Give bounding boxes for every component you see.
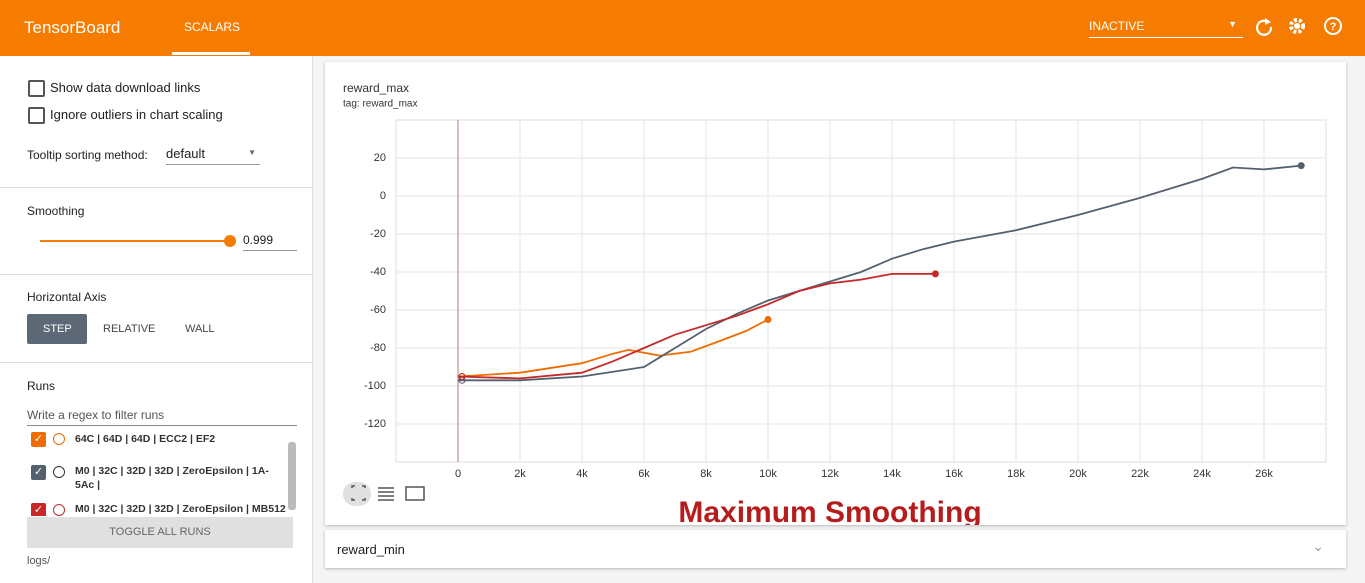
run-checkbox[interactable]: ✓ bbox=[31, 432, 46, 447]
slider-knob[interactable] bbox=[223, 235, 236, 247]
x-tick-label: 0 bbox=[455, 468, 461, 480]
status-select[interactable]: INACTIVE ▼ bbox=[1089, 19, 1243, 38]
run-color-icon bbox=[53, 466, 65, 478]
y-tick-label: 0 bbox=[380, 190, 386, 202]
series-line bbox=[457, 318, 769, 378]
option-label: Show data download links bbox=[50, 80, 201, 95]
axis-label: Horizontal Axis bbox=[27, 290, 107, 304]
card-title: reward_min bbox=[337, 542, 405, 557]
run-row[interactable]: ✓ M0 | 32C | 32D | 32D | ZeroEpsilon | 1A… bbox=[0, 460, 300, 498]
x-tick-label: 24k bbox=[1193, 468, 1211, 480]
series-start bbox=[458, 373, 466, 380]
chart-card: reward_max tag: reward_max Maximum Smoot… bbox=[325, 62, 1346, 529]
series-line bbox=[458, 164, 1302, 382]
settings-icon[interactable] bbox=[1289, 18, 1305, 34]
y-tick-label: -40 bbox=[370, 266, 386, 278]
fit-button[interactable] bbox=[343, 482, 371, 506]
axis-option[interactable]: RELATIVE bbox=[103, 323, 156, 335]
top-bar: TensorBoard SCALARS INACTIVE ▼ ? bbox=[0, 0, 1365, 56]
sidebar: Show data download links Ignore outliers… bbox=[0, 56, 313, 583]
x-tick-label: 16k bbox=[945, 468, 963, 480]
run-name: 64C | 64D | 64D | ECC2 | EF2 bbox=[75, 433, 216, 445]
runs-label: Runs bbox=[27, 379, 56, 393]
filter-placeholder: Write a regex to filter runs bbox=[27, 408, 165, 422]
y-tick-label: -80 bbox=[370, 342, 386, 354]
run-name: M0 | 32C | 32D | 32D | ZeroEpsilon | MB5… bbox=[75, 503, 286, 515]
reload-icon[interactable] bbox=[1255, 19, 1273, 36]
series-line bbox=[457, 273, 936, 380]
app-title: TensorBoard bbox=[24, 18, 121, 37]
tab[interactable]: SCALARS bbox=[184, 20, 241, 34]
y-tick-label: 20 bbox=[374, 152, 386, 164]
x-tick-label: 26k bbox=[1255, 468, 1273, 480]
x-tick-label: 6k bbox=[638, 468, 650, 480]
smoothing-input[interactable]: 0.999 bbox=[243, 233, 297, 251]
fit-icon bbox=[351, 485, 366, 501]
x-tick-label: 18k bbox=[1007, 468, 1025, 480]
x-tick-label: 22k bbox=[1131, 468, 1149, 480]
checkbox[interactable] bbox=[28, 107, 45, 124]
x-tick-label: 2k bbox=[514, 468, 526, 480]
smoothing-slider[interactable] bbox=[40, 235, 236, 247]
expand-chevron: ⌄ bbox=[1312, 538, 1324, 554]
x-tick-label: 10k bbox=[759, 468, 777, 480]
tab-indicator bbox=[172, 52, 250, 55]
run-checkbox[interactable]: ✓ bbox=[31, 503, 46, 516]
x-tick-label: 14k bbox=[883, 468, 901, 480]
run-row[interactable]: ✓ M0 | 32C | 32D | 32D | ZeroEpsilon | MB… bbox=[0, 498, 300, 516]
help-mark: ? bbox=[1330, 21, 1337, 33]
y-tick-label: -60 bbox=[370, 304, 386, 316]
tooltip-value: default bbox=[166, 146, 206, 161]
run-checkbox[interactable]: ✓ bbox=[31, 465, 46, 480]
run-list: ✓ 64C | 64D | 64D | ECC2 | EF2 ✓ M0 | 32C |… bbox=[0, 432, 300, 516]
series-end bbox=[1297, 162, 1305, 170]
slider-fill bbox=[40, 240, 230, 242]
plot-area bbox=[395, 119, 1327, 463]
chart-subtitle: tag: reward_max bbox=[343, 99, 417, 110]
axis-selected[interactable] bbox=[27, 314, 87, 344]
smoothing-value: 0.999 bbox=[243, 233, 274, 247]
run-filter[interactable]: Write a regex to filter runs bbox=[27, 408, 297, 426]
series-end bbox=[764, 316, 772, 323]
log-button[interactable] bbox=[378, 487, 394, 501]
run-name: M0 | 32C | 32D | 32D | ZeroEpsilon | 1A-… bbox=[75, 465, 269, 491]
tooltip-label: Tooltip sorting method: bbox=[27, 148, 148, 162]
collapsed-card[interactable]: reward_min ⌄ bbox=[325, 530, 1346, 568]
tooltip-select[interactable]: default ▼ bbox=[166, 146, 260, 165]
y-tick-label: -120 bbox=[364, 418, 386, 430]
header-icons: ? bbox=[1255, 17, 1342, 36]
x-tick-label: 8k bbox=[700, 468, 712, 480]
y-tick-label: -20 bbox=[370, 228, 386, 240]
toggle-label: TOGGLE ALL RUNS bbox=[109, 526, 211, 538]
settings-core bbox=[1294, 23, 1300, 29]
annotation: Maximum Smoothing bbox=[678, 496, 981, 525]
smoothing-label: Smoothing bbox=[27, 204, 85, 218]
status: INACTIVE bbox=[1089, 19, 1145, 33]
chart-title: reward_max bbox=[343, 81, 409, 95]
checkbox[interactable] bbox=[28, 80, 45, 97]
x-tick-label: 20k bbox=[1069, 468, 1087, 480]
log-dir: logs/ bbox=[27, 555, 51, 567]
option-label: Ignore outliers in chart scaling bbox=[50, 107, 223, 122]
axis-option[interactable]: STEP bbox=[43, 323, 72, 335]
run-color-icon bbox=[53, 433, 65, 445]
run-row[interactable]: ✓ 64C | 64D | 64D | ECC2 | EF2 bbox=[0, 432, 300, 460]
help-icon[interactable] bbox=[1324, 17, 1342, 35]
run-color-icon bbox=[53, 504, 65, 516]
y-tick-label: -100 bbox=[364, 380, 386, 392]
chart: reward_max tag: reward_max Maximum Smoot… bbox=[343, 81, 1327, 529]
toggle-button[interactable]: TOGGLE ALL RUNS bbox=[27, 517, 293, 548]
series-end bbox=[931, 270, 939, 278]
scrollbar bbox=[288, 442, 296, 510]
reload-arrow bbox=[1265, 18, 1271, 25]
x-tick-label: 4k bbox=[576, 468, 588, 480]
axis-option[interactable]: WALL bbox=[185, 323, 215, 335]
expand-button[interactable] bbox=[405, 486, 425, 501]
x-tick-label: 12k bbox=[821, 468, 839, 480]
